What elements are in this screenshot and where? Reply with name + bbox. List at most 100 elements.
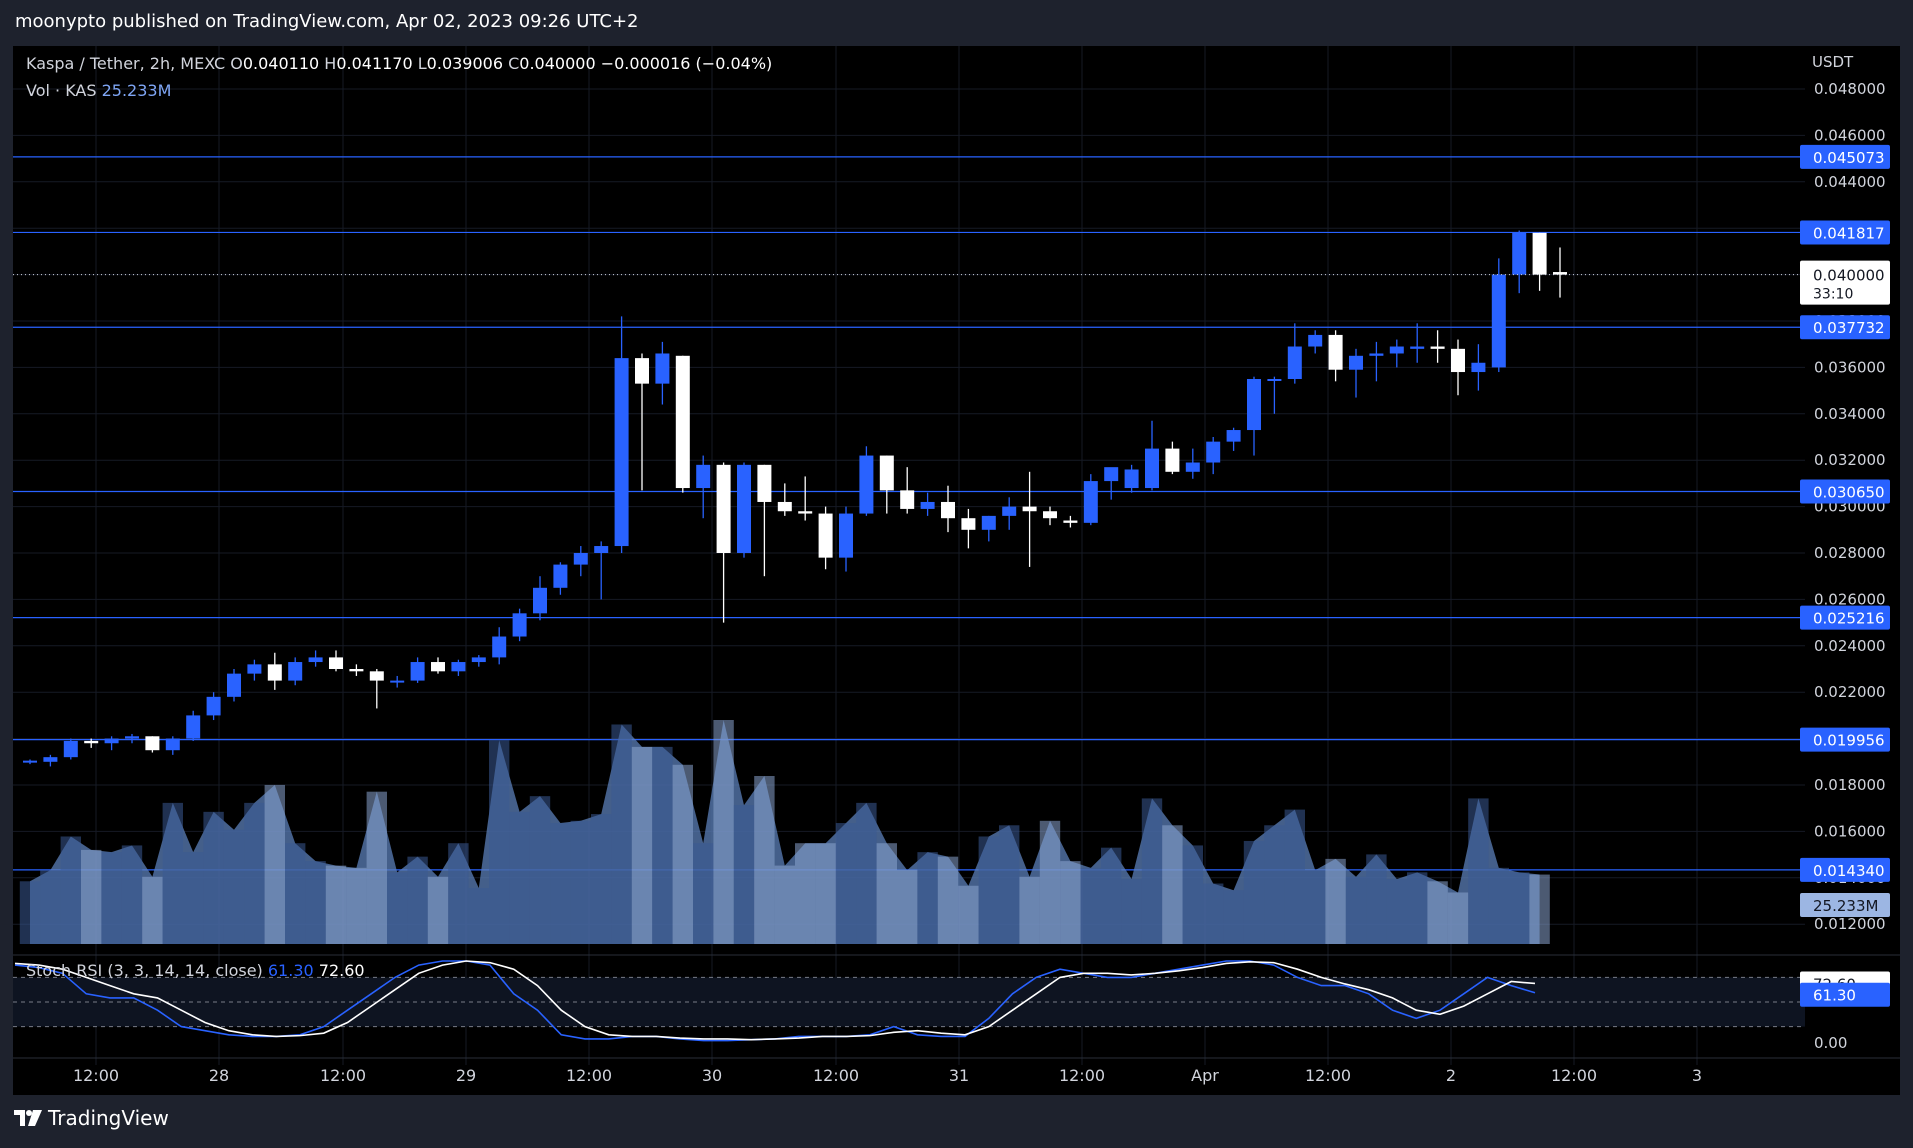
volume-bar (142, 876, 163, 944)
volume-bar (60, 836, 81, 944)
candle-body (369, 671, 384, 681)
candle-body (1532, 232, 1547, 275)
tradingview-logo[interactable]: TradingView (14, 1106, 169, 1130)
candle-body (308, 657, 323, 663)
volume-bar (162, 802, 183, 944)
time-tick-label: Apr (1191, 1066, 1219, 1085)
candle-body (431, 662, 445, 672)
legend: Kaspa / Tether, 2h, MEXC O0.040110 H0.04… (26, 54, 772, 980)
volume-bar (1427, 881, 1448, 944)
volume-bar (815, 843, 836, 944)
volume-bar (1345, 876, 1367, 944)
candle-body (1022, 506, 1037, 512)
volume-bar (917, 852, 938, 944)
candle-body (1349, 355, 1363, 370)
candle-body (471, 657, 486, 663)
candle-body (614, 358, 629, 547)
candle-body (1104, 467, 1119, 482)
symbol-legend: Kaspa / Tether, 2h, MEXC O0.040110 H0.04… (26, 54, 772, 73)
volume-bar (1264, 825, 1285, 944)
candle-body (329, 657, 343, 669)
candle-body (43, 757, 58, 762)
candle-body (1389, 346, 1404, 354)
level-price-tag (1800, 144, 1890, 169)
level-price-label: 0.045073 (1813, 149, 1885, 167)
candle-body (675, 355, 690, 489)
volume-bar (529, 796, 551, 944)
candle-body (267, 664, 282, 681)
candle-body (1308, 334, 1323, 347)
level-price-label: 0.025216 (1813, 610, 1885, 628)
volume-bar (1203, 883, 1224, 944)
volume-bar (468, 888, 489, 944)
candle-body (1430, 346, 1445, 349)
ohlc-key: C (508, 54, 519, 73)
price-tick-label: 0.034000 (1814, 405, 1886, 423)
candle-body (186, 715, 201, 739)
candle-body (1328, 334, 1343, 370)
volume-bar (856, 802, 877, 944)
volume-bar (1141, 798, 1163, 944)
candle-body (961, 518, 976, 530)
candle-body (451, 662, 466, 672)
candle-body (288, 662, 303, 681)
candle-body (125, 736, 139, 739)
time-tick-label: 29 (456, 1066, 476, 1085)
volume-bar (774, 865, 795, 944)
volume-bar (19, 881, 41, 944)
volume-bar (1284, 809, 1305, 944)
candle-body (23, 760, 37, 763)
volume-bar (325, 865, 347, 944)
candle-body (1512, 232, 1527, 275)
ohlc-key: O (230, 54, 243, 73)
candle-body (635, 358, 649, 384)
level-price-label: 0.030650 (1813, 484, 1885, 502)
candle-body (777, 501, 792, 512)
stoch-legend: Stoch RSI (3, 3, 14, 14, close) 61.30 72… (26, 961, 365, 980)
price-tick-label: 0.024000 (1814, 637, 1886, 655)
candle-body (63, 740, 78, 758)
price-tick-label: 0.046000 (1814, 126, 1886, 144)
time-tick-label: 12:00 (1305, 1066, 1351, 1085)
volume-bar (366, 791, 387, 944)
volume-bar (611, 724, 632, 944)
candle-body (1267, 379, 1282, 381)
currency-label: USDT (1812, 53, 1854, 71)
candle-body (206, 696, 221, 716)
tradingview-brand: TradingView (48, 1106, 169, 1130)
candle-body (84, 740, 99, 744)
ohlc-value: 0.040110 (243, 54, 324, 73)
volume-bar (1121, 879, 1142, 944)
volume-bar (1182, 845, 1203, 944)
candle-body (716, 464, 731, 553)
volume-bar (978, 836, 999, 944)
bottom-bar: TradingView (0, 1095, 1913, 1148)
time-tick-label: 12:00 (813, 1066, 859, 1085)
level-price-label: 0.037732 (1813, 319, 1885, 337)
price-tick-label: 0.048000 (1814, 80, 1886, 98)
volume-label: Vol · KAS (26, 81, 102, 100)
candle-body (839, 513, 853, 558)
level-price-tag (1800, 605, 1890, 630)
candle-body (594, 546, 609, 553)
volume-bar (1101, 847, 1122, 944)
volume-bar (387, 872, 408, 944)
price-tick-label: 0.022000 (1814, 683, 1886, 701)
volume-bar (285, 843, 306, 944)
volume-bar (1447, 892, 1469, 944)
publisher-text: moonypto published on TradingView.com, A… (15, 11, 639, 32)
volume-bar (591, 814, 612, 944)
volume-histogram (19, 720, 1550, 944)
price-axis[interactable]: USDT0.0480000.0460000.0440000.0420000.04… (1800, 46, 1900, 1056)
price-tick-label: 0.028000 (1814, 544, 1886, 562)
stoch-rsi-pane: 0.0072.6061.30 (13, 954, 1900, 1052)
volume-bar (652, 746, 673, 944)
price-change: −0.000016 (−0.04%) (601, 54, 773, 73)
candle-body (1451, 348, 1465, 373)
time-axis[interactable]: 12:00 28 12:00 29 12:00 30 12:00 31 12:00 Apr 12:0… (13, 1057, 1900, 1085)
candle-body (573, 553, 588, 565)
candle-body (349, 669, 364, 672)
candle-body (553, 564, 568, 588)
volume-bar (835, 823, 857, 944)
